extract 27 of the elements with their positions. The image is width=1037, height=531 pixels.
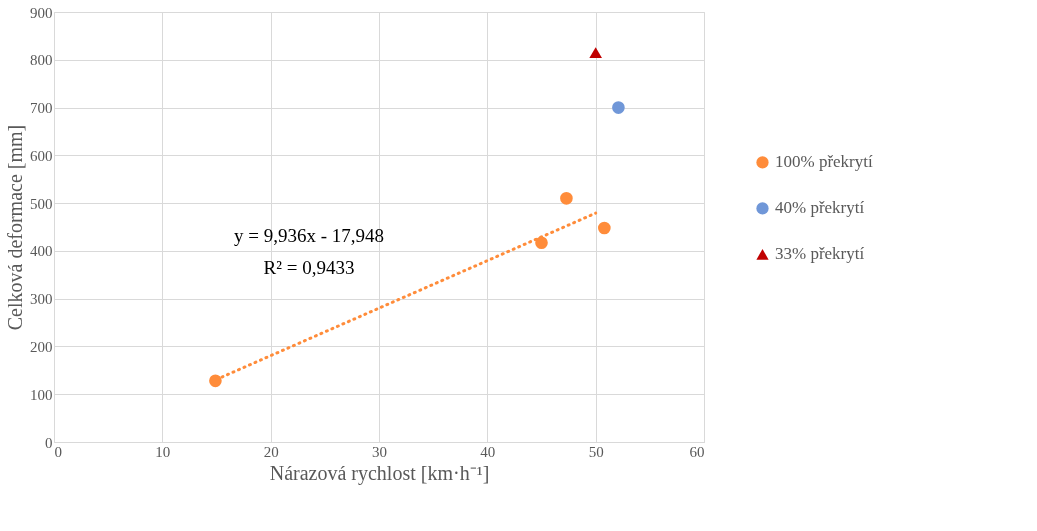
x-axis-title: Nárazová rychlost [km·h⁻¹] [269,461,490,485]
x-tick-label: 50 [588,443,604,460]
point [598,221,611,235]
x-tick-label: 20 [263,443,279,460]
legend-label: 33% překrytí [775,244,865,264]
point [589,47,602,59]
y-tick-label: 600 [30,147,53,164]
y-tick-label: 200 [30,338,53,355]
point [612,101,625,114]
y-tick-label: 700 [30,100,53,117]
point [535,236,548,250]
annotation: R² = 0,9433 [263,257,355,278]
x-tick-label: 60 [689,443,705,460]
annotation: y = 9,936x - 17,948 [233,225,385,246]
point [560,192,573,205]
x-tick-label: 30 [372,443,387,460]
y-tick-label: 500 [30,195,53,212]
y-tick-label: 900 [30,4,53,21]
y-axis-title: Celková deformace [mm] [4,124,26,331]
legend-label: 100% překrytí [775,152,873,172]
y-tick-label: 100 [30,386,53,403]
y-tick-label: 400 [30,243,53,260]
legend-label: 40% překrytí [775,198,865,218]
x-tick-label: 40 [480,443,496,460]
x-tick-label: 10 [155,443,171,460]
y-tick-label: 800 [30,52,53,69]
y-tick-label: 300 [30,291,53,308]
